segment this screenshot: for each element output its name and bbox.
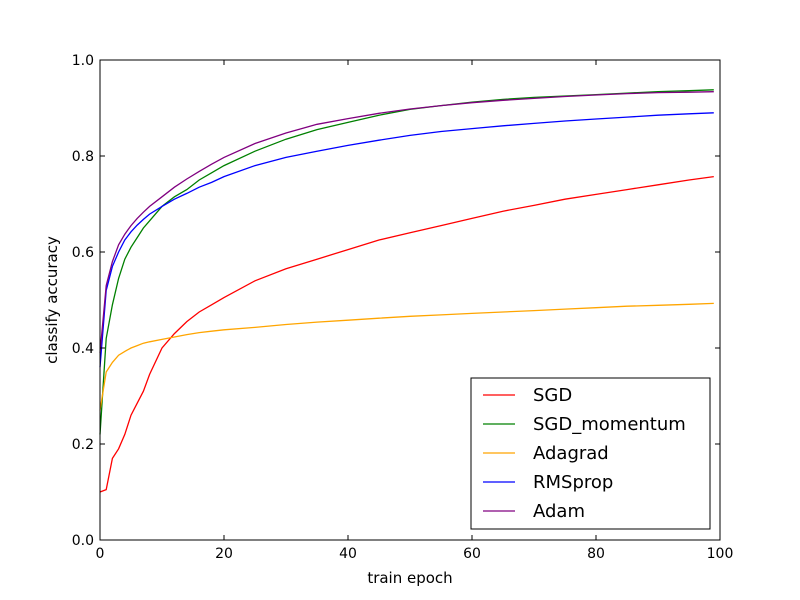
series-line-adagrad — [99, 302, 714, 411]
x-tick-label: 100 — [707, 546, 734, 562]
legend: SGD SGD_momentum Adagrad RMSprop Adam — [470, 377, 711, 530]
y-tick-label: 0.8 — [72, 149, 94, 165]
legend-label-rmsprop: RMSprop — [533, 472, 613, 493]
legend-label-adagrad: Adagrad — [533, 443, 609, 464]
x-tick-label: 20 — [215, 546, 233, 562]
plot-frame — [99, 59, 721, 541]
series-layer — [99, 89, 714, 493]
series-line-sgd — [99, 175, 714, 493]
x-tick-label: 80 — [587, 546, 605, 562]
y-tick-label: 0.6 — [72, 245, 94, 261]
y-tick-label: 1.0 — [72, 53, 94, 69]
y-tick-label: 0.2 — [72, 437, 94, 453]
x-tick-label: 40 — [339, 546, 357, 562]
ticks-layer: 0 20 40 60 80 100 0.0 0.2 0.4 0.6 0.8 1.0 — [72, 53, 734, 562]
legend-label-sgd-momentum: SGD_momentum — [533, 414, 686, 435]
series-line-rmsprop — [99, 112, 714, 368]
x-tick-label: 60 — [463, 546, 481, 562]
x-axis-label: train epoch — [367, 569, 452, 587]
series-line-adam — [99, 91, 714, 353]
y-axis-label: classify accuracy — [43, 236, 61, 364]
y-tick-label: 0.4 — [72, 341, 94, 357]
x-tick-label: 0 — [96, 546, 105, 562]
legend-label-adam: Adam — [533, 501, 585, 522]
y-tick-label: 0.0 — [72, 533, 94, 549]
legend-label-sgd: SGD — [533, 385, 572, 406]
